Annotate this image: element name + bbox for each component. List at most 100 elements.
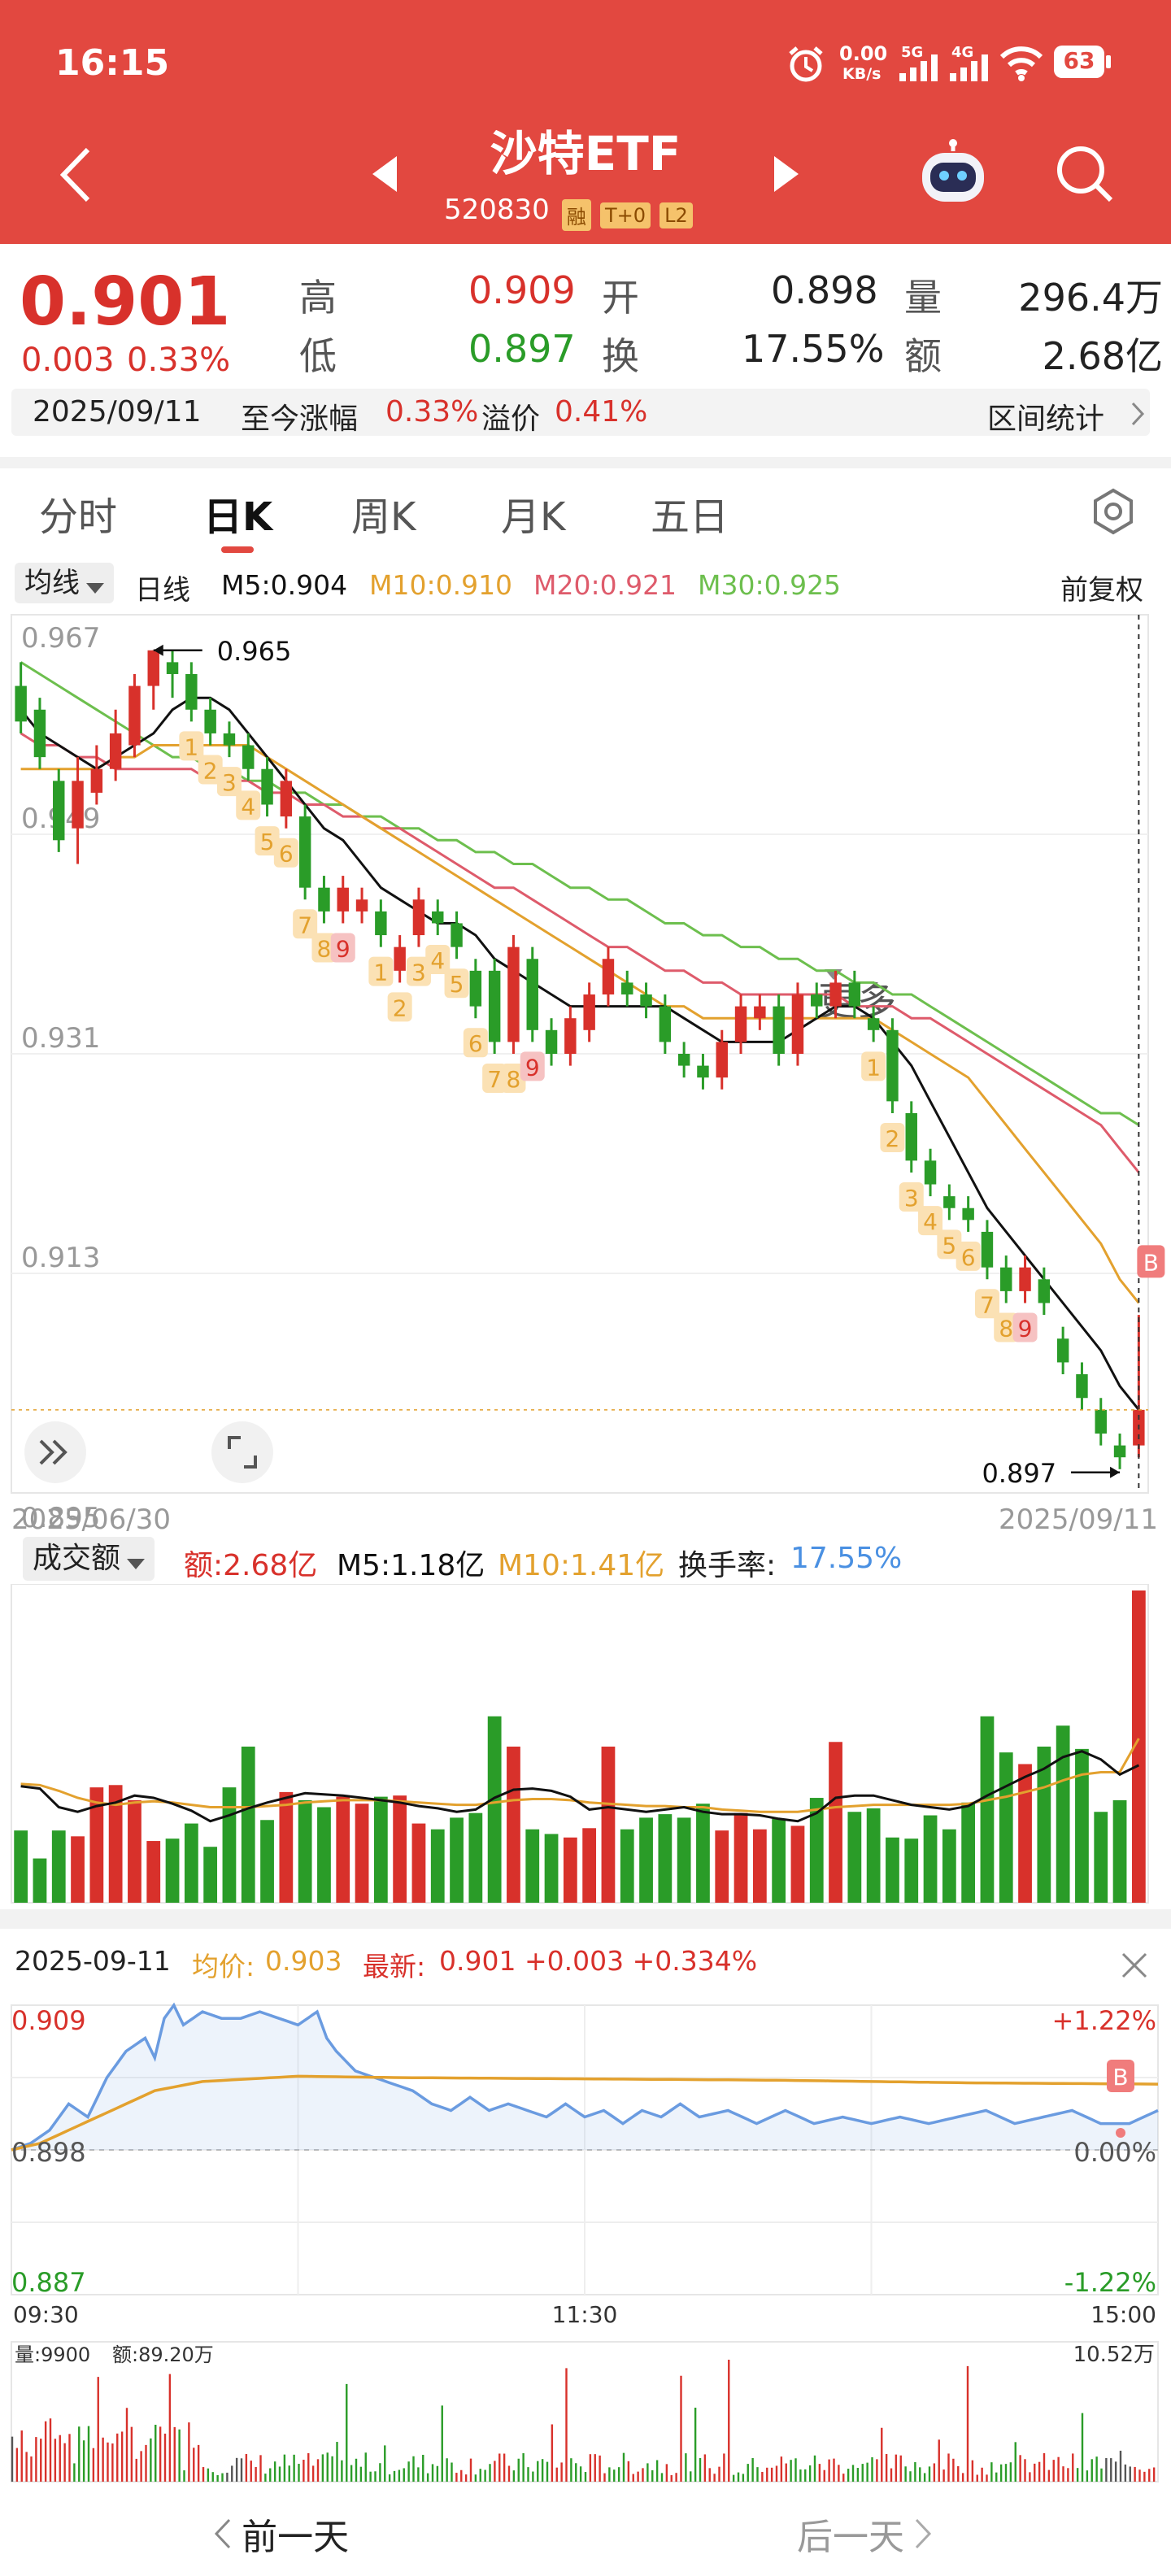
time-start-label: 09:30 [13,2301,79,2328]
td-badge-label: 6 [279,841,294,868]
battery-tip [1106,55,1111,68]
robot-assistant-icon[interactable] [916,138,990,207]
tab-weekly-k[interactable]: 周K [351,494,416,540]
td-badge-label: 8 [999,1315,1013,1342]
signal-5g-label: 5G [901,44,924,61]
next-stock-icon[interactable] [773,156,799,192]
volume-bar [677,1817,691,1903]
td-badge-bg [861,1051,886,1081]
battery-icon: 63 [1054,46,1104,78]
ma5-label: M5:0.904 [221,569,348,601]
volume-frame [11,1584,1149,1904]
range-stats-bar[interactable]: 2025/09/11 至今涨幅 0.33% 溢价 0.41% 区间统计 [11,389,1150,436]
stat-value-open: 0.898 [771,268,878,312]
volume-bar [336,1796,350,1903]
candle-body [791,994,804,1054]
tab-daily-k[interactable]: 日K [203,494,273,540]
stock-name: 沙特ETF [490,126,681,181]
candle-body [924,1160,937,1185]
line-type: 日线 [135,574,190,607]
since-label: 至今涨幅 [241,402,359,436]
volume-bar [961,1802,976,1903]
td-badge-label: 5 [942,1232,956,1259]
td-count-badge: 8 [994,1312,1019,1342]
candle-body [223,733,236,746]
td-badge-bg [216,767,242,797]
td-badge-label: 1 [373,959,388,986]
pct-bot-label: -1.22% [1064,2267,1156,2298]
td-badge-label: 4 [923,1208,938,1235]
close-icon[interactable] [1121,1952,1148,1979]
td-count-badge: 6 [463,1028,488,1058]
ma-line-ma5 [20,696,1140,1411]
td-count-badge: 9 [520,1051,545,1081]
volume-bar [790,1825,805,1903]
range-stats-link[interactable]: 区间统计 [987,402,1105,436]
candle-body [204,709,216,733]
search-icon[interactable] [1054,143,1116,205]
next-day-button[interactable]: 后一天 [797,2508,933,2560]
stat-value-high: 0.909 [468,268,576,312]
td-badge-bg [293,909,318,939]
adjust-mode[interactable]: 前复权 [1060,574,1143,607]
stock-code: 520830 [444,194,550,226]
td-count-badge: 9 [330,933,355,963]
volume-bar [222,1787,237,1903]
prev-stock-icon[interactable] [372,156,398,192]
td-count-badge: 4 [425,945,451,975]
intraday-vol-max-label: 10.52万 [1073,2343,1155,2367]
td-badge-bg [937,1229,962,1260]
back-icon[interactable] [59,146,94,203]
ma-selector[interactable]: 均线 [15,563,114,603]
volume-bar [904,1838,919,1903]
intraday-chart[interactable]: 0.909 0.898 0.887 +1.22% 0.00% -1.22% B 09:30 11… [0,1992,1171,2496]
volume-bar [373,1796,388,1903]
stock-title: 沙特ETF [407,115,764,184]
signal-4g-label: 4G [951,44,974,61]
stock-code-row: 520830 融 T+0 L2 [444,194,693,231]
tab-five-day[interactable]: 五日 [651,494,729,540]
td-badge-bg [520,1051,545,1081]
td-badge-label: 7 [487,1066,502,1093]
tab-intraday[interactable]: 分时 [39,494,118,540]
candle-body [394,946,406,971]
candle-body [659,1006,672,1042]
divider [0,457,1171,468]
volume-bar [146,1841,161,1903]
volume-selector[interactable]: 成交额 [23,1537,155,1581]
high-mark-label: 0.965 [217,636,292,667]
prev-day-button[interactable]: 前一天 [213,2508,349,2560]
volume-bar [450,1817,464,1903]
candle-body [773,1006,785,1054]
td-count-badge: 1 [179,731,204,761]
candle-body [1076,1374,1088,1399]
stat-value-low: 0.897 [468,327,576,371]
td-badge-label: 4 [430,947,445,974]
volume-bar [715,1830,729,1903]
volume-bar [279,1791,294,1903]
td-badge-bg [880,1122,905,1152]
volume-bar [658,1814,673,1903]
stat-label-turnover: 换 [602,334,639,378]
stat-label-volume: 量 [904,276,942,320]
y-bot-label: 0.887 [11,2267,86,2298]
candle-body [1113,1445,1126,1458]
volume-bar [563,1837,577,1903]
intraday-last-value: 0.901 +0.003 +0.334% [439,1945,758,1977]
low-mark-arrowhead [1110,1466,1121,1478]
td-badge-label: 9 [336,935,350,962]
td-count-badge: 8 [311,933,337,963]
td-badge-bg [899,1181,924,1212]
wifi-icon [999,46,1043,81]
candle-body [677,1054,690,1066]
td-count-badge: 5 [255,826,280,856]
stat-value-volume: 296.4万 [1018,276,1163,320]
tab-monthly-k[interactable]: 月K [501,494,566,540]
chart-settings-icon[interactable] [1090,488,1137,535]
candle-body [905,1112,917,1161]
expand-panel-button-bg [24,1421,86,1483]
candle-body [375,911,387,936]
candle-body [943,1196,956,1208]
kline-chart[interactable]: 0.9670.9490.9310.9130.895123456789123456… [0,607,1171,1542]
candle-body [545,1029,558,1054]
